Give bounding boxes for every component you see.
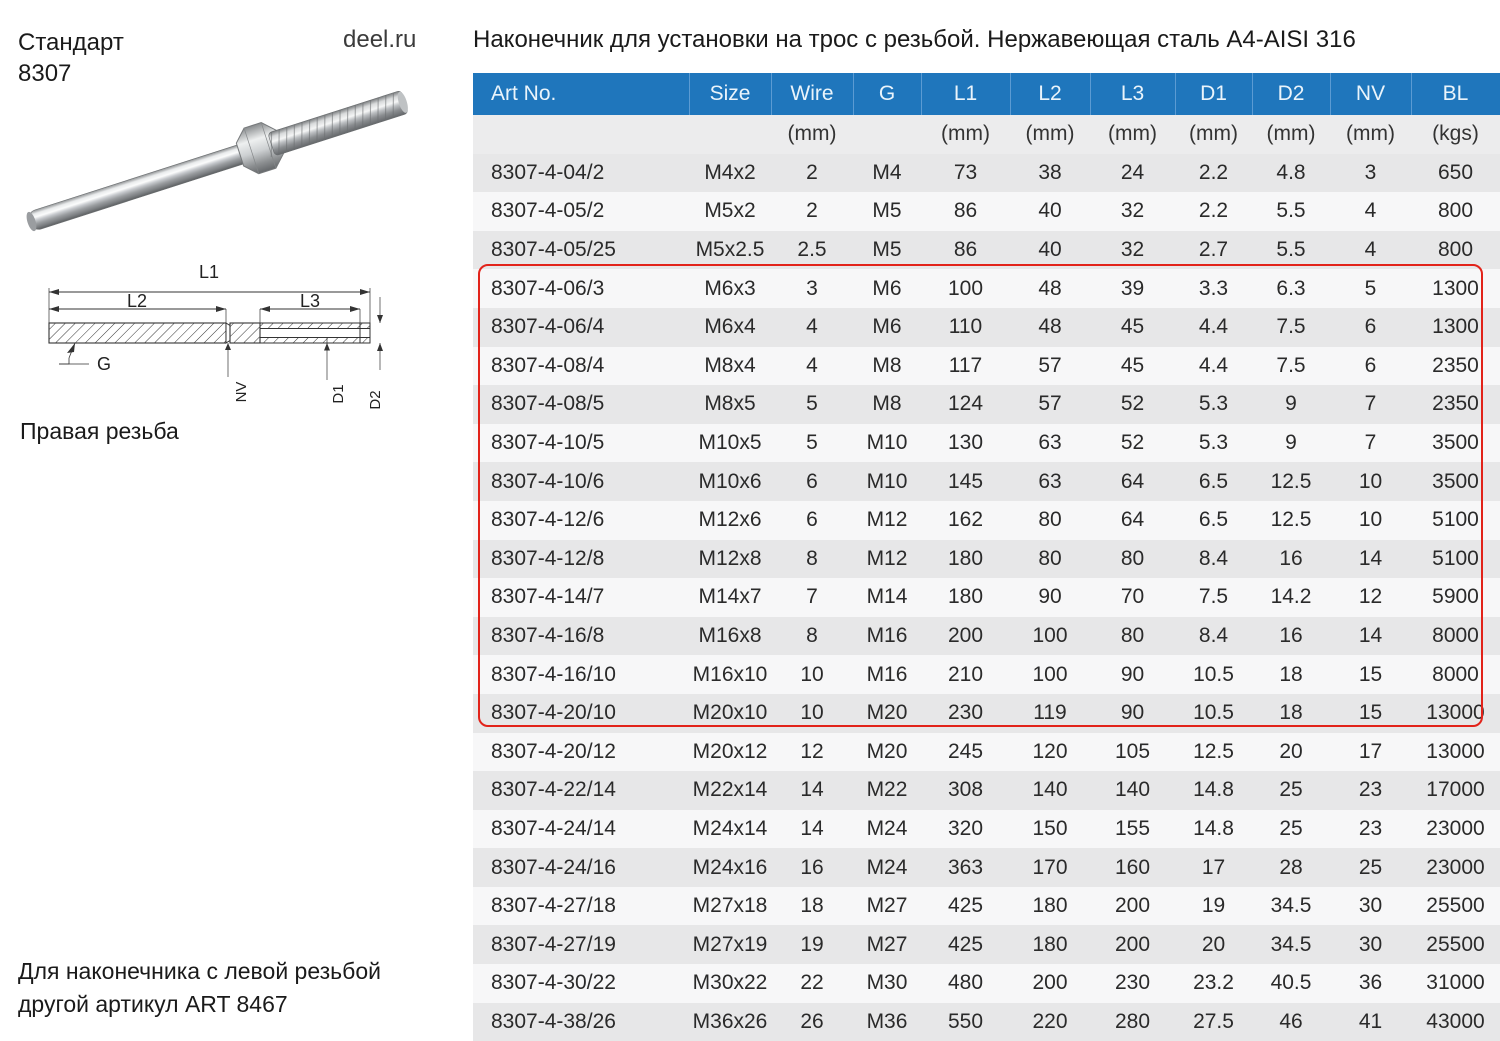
svg-text:L3: L3: [300, 291, 320, 311]
svg-text:NV: NV: [233, 382, 250, 403]
svg-text:D2: D2: [367, 390, 384, 409]
svg-text:L1: L1: [199, 264, 219, 282]
svg-text:D1: D1: [330, 384, 347, 403]
svg-text:G: G: [97, 354, 111, 374]
svg-text:L2: L2: [127, 291, 147, 311]
